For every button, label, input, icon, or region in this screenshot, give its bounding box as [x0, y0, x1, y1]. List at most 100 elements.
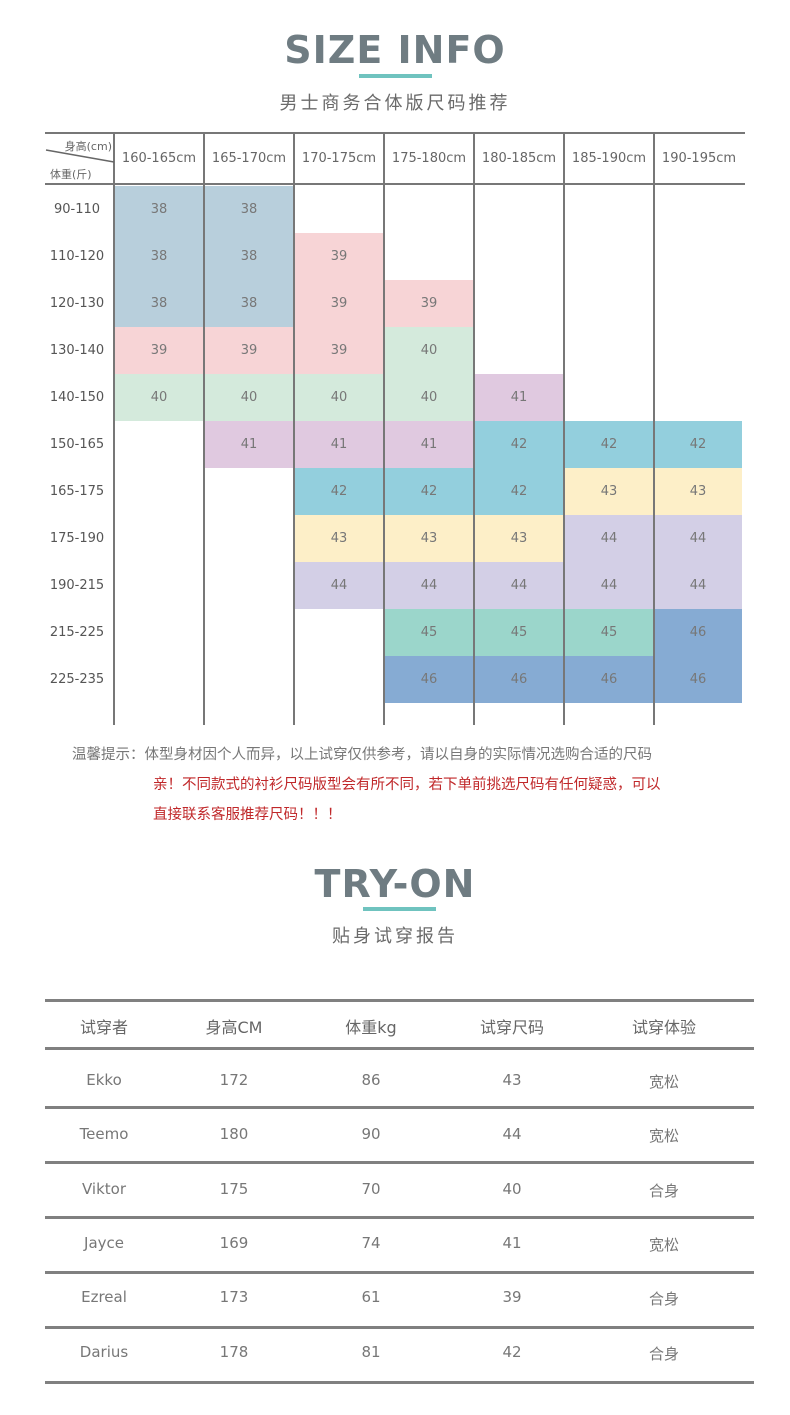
height-column-header: 180-185cm [481, 151, 557, 166]
title-accent-bar [359, 74, 432, 78]
try-on-header-cell: 身高CM [205, 1018, 263, 1037]
size-cell: 42 [654, 421, 742, 468]
size-cell: 43 [294, 515, 384, 562]
table-header-border [45, 183, 745, 185]
size-cell: 42 [384, 468, 474, 515]
table-rule [45, 1271, 754, 1274]
weight-row-header: 175-190 [49, 531, 105, 546]
column-divider [653, 133, 655, 725]
try-on-title: TRY-ON [314, 862, 476, 906]
size-cell: 46 [474, 656, 564, 703]
size-cell: 39 [294, 233, 384, 280]
try-on-header-cell: 试穿者 [79, 1018, 128, 1037]
try-on-cell: 175 [219, 1180, 249, 1198]
try-on-cell: 合身 [648, 1345, 679, 1363]
try-on-cell: 宽松 [648, 1073, 679, 1091]
height-column-header: 160-165cm [121, 151, 197, 166]
try-on-cell: 180 [219, 1125, 249, 1143]
try-on-cell: 61 [361, 1288, 381, 1306]
table-rule [45, 1216, 754, 1219]
size-cell: 39 [204, 327, 294, 374]
corner-weight-label: 体重(斤) [50, 168, 92, 181]
try-on-header-cell: 试穿尺码 [479, 1018, 544, 1037]
try-on-cell: 43 [502, 1071, 522, 1089]
column-divider [383, 133, 385, 725]
height-column-header: 170-175cm [301, 151, 377, 166]
size-cell: 44 [474, 562, 564, 609]
try-on-cell: 172 [219, 1071, 249, 1089]
table-rule [45, 1381, 754, 1384]
height-column-header: 175-180cm [391, 151, 467, 166]
size-cell: 44 [654, 562, 742, 609]
table-rule [45, 1047, 754, 1050]
weight-row-header: 130-140 [49, 343, 105, 358]
try-on-header-cell: 体重kg [345, 1018, 397, 1037]
size-cell: 41 [204, 421, 294, 468]
size-cell: 39 [114, 327, 204, 374]
try-on-cell: 宽松 [648, 1236, 679, 1254]
column-divider [473, 133, 475, 725]
size-cell: 40 [384, 374, 474, 421]
try-on-cell: 39 [502, 1288, 522, 1306]
height-column-header: 185-190cm [571, 151, 647, 166]
weight-row-header: 90-110 [53, 202, 101, 217]
size-cell: 44 [564, 515, 654, 562]
try-on-accent-bar [363, 907, 436, 911]
size-cell: 46 [384, 656, 474, 703]
size-cell: 40 [114, 374, 204, 421]
try-on-cell: Darius [79, 1343, 129, 1361]
tip-line-1: 温馨提示：体型身材因个人而异，以上试穿仅供参考，请以自身的实际情况选购合适的尺码 [72, 740, 652, 770]
tip-line-2: 亲！不同款式的衬衫尺码版型会有所不同，若下单前挑选尺码有任何疑惑，可以 [153, 777, 661, 793]
table-rule [45, 1106, 754, 1109]
try-on-cell: 173 [219, 1288, 249, 1306]
size-cell: 44 [294, 562, 384, 609]
size-cell: 43 [564, 468, 654, 515]
size-cell: 45 [564, 609, 654, 656]
size-info-title: SIZE INFO [284, 28, 506, 72]
size-cell: 44 [564, 562, 654, 609]
size-cell: 46 [654, 656, 742, 703]
try-on-header-cell: 试穿体验 [631, 1018, 696, 1037]
size-cell: 45 [474, 609, 564, 656]
size-cell: 46 [654, 609, 742, 656]
size-cell: 38 [114, 233, 204, 280]
table-top-border [45, 132, 745, 134]
try-on-cell: 81 [361, 1343, 381, 1361]
weight-row-header: 120-130 [49, 296, 105, 311]
weight-row-header: 110-120 [49, 249, 105, 264]
size-cell: 45 [384, 609, 474, 656]
table-rule [45, 1326, 754, 1329]
weight-row-header: 140-150 [49, 390, 105, 405]
size-cell: 44 [384, 562, 474, 609]
size-cell: 38 [114, 280, 204, 327]
size-cell: 38 [204, 280, 294, 327]
try-on-cell: Ekko [86, 1071, 122, 1089]
size-cell: 39 [294, 280, 384, 327]
try-on-cell: 74 [361, 1234, 381, 1252]
weight-row-header: 225-235 [49, 672, 105, 687]
size-cell: 40 [294, 374, 384, 421]
size-cell: 38 [204, 233, 294, 280]
column-divider [563, 133, 565, 725]
try-on-cell: 合身 [648, 1290, 679, 1308]
size-cell: 42 [474, 468, 564, 515]
tip-line-3: 直接联系客服推荐尺码！！！ [153, 807, 342, 823]
size-cell: 44 [654, 515, 742, 562]
weight-row-header: 150-165 [49, 437, 105, 452]
column-divider [113, 133, 115, 725]
size-cell: 42 [474, 421, 564, 468]
weight-row-header: 190-215 [49, 578, 105, 593]
size-cell: 46 [564, 656, 654, 703]
height-column-header: 190-195cm [661, 151, 737, 166]
table-rule [45, 999, 754, 1002]
size-cell: 43 [654, 468, 742, 515]
size-info-subtitle: 男士商务合体版尺码推荐 [279, 93, 511, 114]
size-cell: 41 [294, 421, 384, 468]
size-cell: 42 [564, 421, 654, 468]
size-cell: 39 [384, 280, 474, 327]
try-on-cell: 40 [502, 1180, 522, 1198]
size-cell: 38 [114, 186, 204, 233]
size-cell: 40 [204, 374, 294, 421]
try-on-cell: Ezreal [81, 1288, 127, 1306]
try-on-cell: 41 [502, 1234, 522, 1252]
